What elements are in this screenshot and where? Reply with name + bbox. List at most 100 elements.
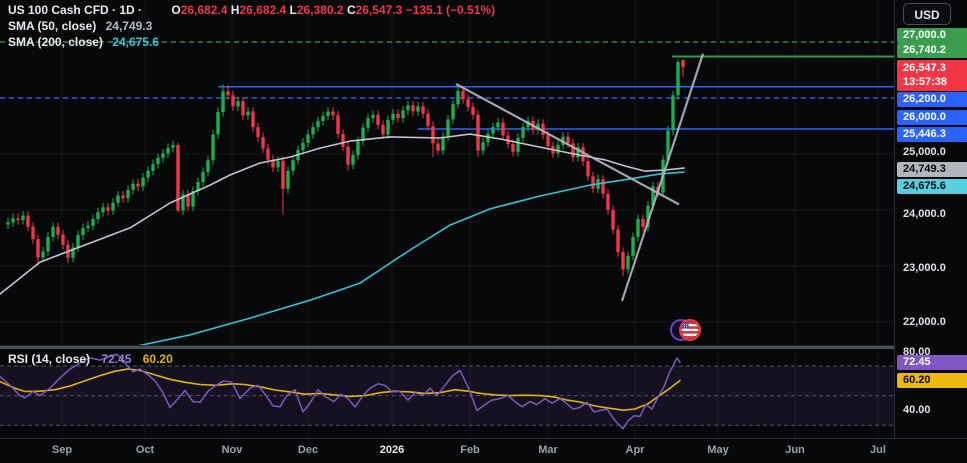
currency-toggle-button[interactable]: USD	[903, 3, 951, 25]
candle	[636, 214, 640, 242]
rsi-line[interactable]	[0, 353, 681, 430]
sma50-legend-row[interactable]: SMA (50, close) 24,749.3	[8, 18, 495, 34]
candle	[161, 148, 165, 163]
sma200-label: SMA (200, close)	[8, 35, 103, 49]
low-value: 26,380.2	[296, 3, 344, 17]
candle	[236, 96, 240, 111]
time-scale-axis[interactable]: Sep Oct Nov Dec 2026 Feb Mar Apr May Jun Jul	[0, 438, 967, 463]
candle	[51, 222, 55, 242]
candle	[141, 173, 145, 191]
candle	[206, 155, 210, 177]
rsi-ma-line[interactable]	[0, 368, 681, 412]
time-axis-label: Jun	[785, 444, 805, 456]
ascending-trendline[interactable]	[620, 53, 705, 302]
candle	[391, 109, 395, 125]
axis-tick-label: 24,000.0	[903, 207, 946, 220]
price-marker-label: 25,446.3	[897, 126, 967, 142]
time-axis-label: Nov	[221, 444, 243, 456]
close-value: 26,547.3	[355, 3, 403, 17]
candle	[251, 106, 255, 132]
candle	[321, 111, 325, 126]
candle	[156, 153, 160, 169]
candle	[101, 202, 105, 217]
price-marker-label: 72.45	[897, 355, 967, 370]
candle	[351, 150, 355, 170]
sma50-label: SMA (50, close)	[8, 19, 97, 33]
candle	[576, 142, 580, 162]
time-axis-label: May	[707, 444, 729, 456]
open-value: 26,682.4	[180, 3, 228, 17]
time-axis-label: 2026	[379, 444, 405, 456]
symbol-title[interactable]: US 100 Cash CFD · 1D ·	[8, 3, 143, 17]
candle	[111, 198, 115, 216]
candle	[516, 133, 520, 157]
price-marker-label: 26,000.0	[897, 110, 967, 125]
sma200-line[interactable]	[133, 171, 685, 345]
descending-trendline[interactable]	[455, 83, 680, 206]
candle	[571, 138, 575, 162]
candle	[426, 109, 430, 131]
candle	[681, 59, 685, 77]
candle	[151, 159, 155, 176]
candle	[581, 142, 585, 166]
candle	[121, 190, 125, 203]
high-value: 26,682.4	[239, 3, 287, 17]
chart-legend: US 100 Cash CFD · 1D · O26,682.4 H26,682…	[8, 2, 495, 50]
candle	[116, 190, 120, 208]
candlestick-series	[6, 59, 685, 277]
candle	[61, 230, 65, 250]
time-axis-label: Jul	[870, 444, 886, 456]
candle	[606, 189, 610, 215]
candle	[541, 119, 545, 140]
candle	[286, 166, 290, 194]
candle	[196, 177, 200, 196]
pane-separator[interactable]	[0, 345, 967, 349]
candle	[126, 185, 130, 203]
axis-tick-label: 25,000.0	[903, 146, 946, 158]
candle	[331, 106, 335, 120]
candle	[136, 179, 140, 191]
candle	[86, 221, 90, 233]
candle	[71, 243, 75, 263]
candle	[521, 122, 525, 143]
rsi-legend-row[interactable]: RSI (14, close) 72.45 60.20	[8, 352, 173, 366]
candle	[631, 232, 635, 261]
sma50-line[interactable]	[0, 133, 685, 295]
candle	[671, 90, 675, 135]
candle	[291, 155, 295, 176]
candle	[221, 84, 225, 117]
rsi-pane-canvas[interactable]	[0, 349, 894, 438]
candle	[361, 123, 365, 146]
candle	[616, 225, 620, 257]
candle	[56, 222, 60, 240]
candle	[21, 211, 25, 225]
candle	[181, 189, 185, 216]
candle	[256, 122, 260, 142]
candle	[421, 101, 425, 119]
price-pane-canvas[interactable]	[0, 0, 894, 345]
candle	[371, 110, 375, 123]
candle	[346, 142, 350, 171]
candle	[646, 201, 650, 232]
candle	[241, 96, 245, 120]
candle	[16, 213, 20, 225]
candle	[591, 171, 595, 194]
time-axis-label: Mar	[538, 444, 558, 456]
candle	[186, 189, 190, 212]
candle	[11, 213, 15, 227]
time-axis-label: Oct	[135, 444, 155, 456]
us-flag-event-icon[interactable]	[670, 319, 702, 342]
candle	[396, 109, 400, 123]
price-marker-label: 24,749.3	[897, 161, 967, 177]
candle	[401, 105, 405, 123]
price-scale-axis[interactable]: 27,000.0 26,740.2 26,547.3 13:57:38 26,200.0…	[894, 0, 967, 438]
candle	[271, 155, 275, 172]
open-key: O	[171, 3, 181, 17]
candle	[481, 137, 485, 156]
candle	[611, 205, 615, 235]
candle	[176, 142, 180, 213]
candle	[336, 110, 340, 139]
sma200-legend-row[interactable]: SMA (200, close) 24,675.6	[8, 34, 495, 50]
candle	[46, 232, 50, 256]
candle	[436, 138, 440, 156]
